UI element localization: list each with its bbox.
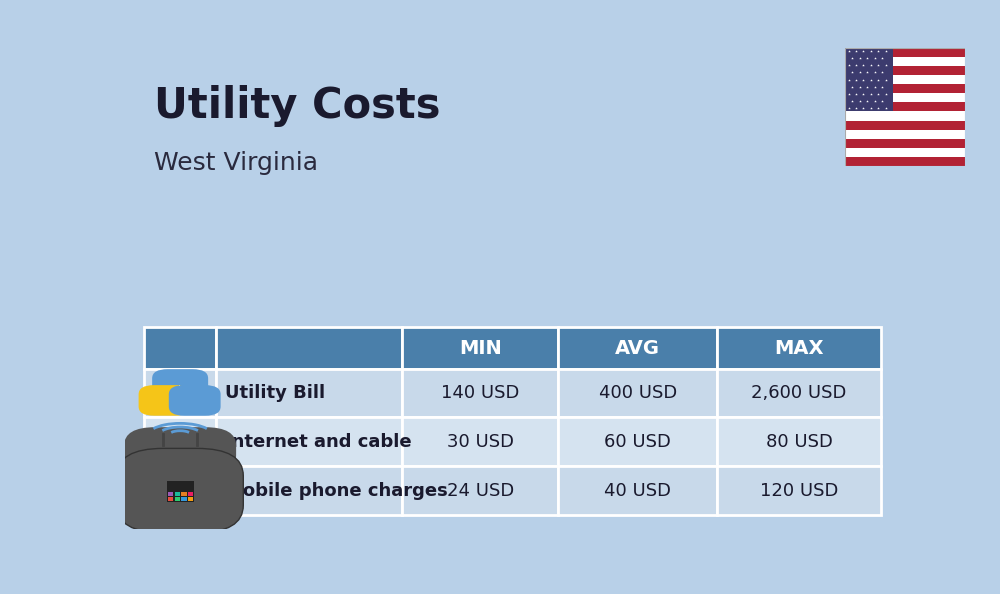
Text: Utility Costs: Utility Costs: [154, 85, 441, 127]
Bar: [188, 497, 193, 501]
Bar: [717, 327, 881, 369]
Bar: [845, 66, 965, 75]
Text: MAX: MAX: [774, 339, 824, 358]
Bar: [845, 121, 965, 129]
Bar: [717, 369, 881, 418]
FancyBboxPatch shape: [139, 385, 190, 416]
Bar: [175, 492, 180, 496]
Bar: [717, 466, 881, 515]
Text: 60 USD: 60 USD: [604, 433, 671, 451]
Text: 120 USD: 120 USD: [760, 482, 838, 500]
Bar: [402, 466, 558, 515]
Bar: [188, 492, 193, 496]
FancyBboxPatch shape: [169, 385, 221, 416]
Text: 80 USD: 80 USD: [766, 433, 832, 451]
Bar: [144, 369, 216, 418]
Bar: [167, 481, 194, 501]
Text: West Virginia: West Virginia: [154, 151, 318, 175]
Bar: [845, 129, 965, 139]
Bar: [717, 418, 881, 466]
Bar: [181, 492, 187, 496]
Bar: [845, 75, 965, 84]
Bar: [845, 48, 893, 112]
Text: 30 USD: 30 USD: [447, 433, 514, 451]
Bar: [558, 418, 717, 466]
Bar: [402, 418, 558, 466]
Bar: [402, 369, 558, 418]
Bar: [144, 418, 216, 466]
Text: Internet and cable: Internet and cable: [225, 433, 412, 451]
Bar: [845, 148, 965, 157]
Bar: [845, 93, 965, 102]
Bar: [216, 369, 402, 418]
Text: 40 USD: 40 USD: [604, 482, 671, 500]
Bar: [402, 327, 558, 369]
Bar: [558, 369, 717, 418]
Text: MIN: MIN: [459, 339, 502, 358]
Bar: [175, 497, 180, 501]
Bar: [558, 466, 717, 515]
Bar: [181, 497, 187, 501]
Bar: [845, 157, 965, 166]
Text: Utility Bill: Utility Bill: [225, 384, 325, 402]
Bar: [216, 466, 402, 515]
Text: Mobile phone charges: Mobile phone charges: [225, 482, 448, 500]
FancyBboxPatch shape: [152, 369, 208, 401]
Bar: [168, 492, 173, 496]
Bar: [558, 327, 717, 369]
Bar: [845, 84, 965, 93]
FancyBboxPatch shape: [117, 448, 243, 533]
Text: 2,600 USD: 2,600 USD: [751, 384, 847, 402]
Bar: [216, 418, 402, 466]
Bar: [845, 112, 965, 121]
Text: 140 USD: 140 USD: [441, 384, 519, 402]
Bar: [845, 48, 965, 56]
Text: ⚙: ⚙: [178, 384, 180, 386]
Bar: [845, 56, 965, 66]
Bar: [144, 327, 216, 369]
Bar: [144, 466, 216, 515]
Text: 400 USD: 400 USD: [599, 384, 677, 402]
Bar: [168, 497, 173, 501]
Bar: [216, 327, 402, 369]
Bar: [845, 139, 965, 148]
Bar: [845, 102, 965, 112]
Text: 24 USD: 24 USD: [447, 482, 514, 500]
FancyBboxPatch shape: [124, 427, 236, 473]
Text: AVG: AVG: [615, 339, 660, 358]
